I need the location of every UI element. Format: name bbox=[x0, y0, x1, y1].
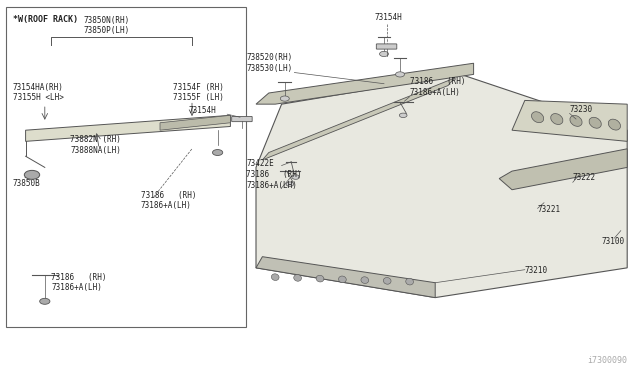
FancyBboxPatch shape bbox=[376, 44, 397, 49]
Text: 73230: 73230 bbox=[570, 105, 593, 113]
Text: *W(ROOF RACK): *W(ROOF RACK) bbox=[13, 15, 78, 24]
Text: 738520(RH)
738530(LH): 738520(RH) 738530(LH) bbox=[246, 53, 292, 73]
Circle shape bbox=[292, 175, 300, 179]
Circle shape bbox=[212, 150, 223, 155]
FancyBboxPatch shape bbox=[232, 116, 252, 122]
Polygon shape bbox=[499, 149, 627, 190]
Ellipse shape bbox=[589, 117, 602, 128]
Text: 73882N (RH)
73888NA(LH): 73882N (RH) 73888NA(LH) bbox=[70, 135, 121, 154]
Polygon shape bbox=[256, 74, 627, 298]
Text: 73186   (RH)
73186+A(LH): 73186 (RH) 73186+A(LH) bbox=[246, 170, 302, 190]
Text: 73186   (RH)
73186+A(LH): 73186 (RH) 73186+A(LH) bbox=[141, 191, 196, 210]
Text: 73154H: 73154H bbox=[189, 106, 216, 115]
Circle shape bbox=[24, 170, 40, 179]
Text: 73186   (RH)
73186+A(LH): 73186 (RH) 73186+A(LH) bbox=[51, 273, 107, 292]
Ellipse shape bbox=[608, 119, 621, 130]
Ellipse shape bbox=[316, 275, 324, 282]
Circle shape bbox=[40, 298, 50, 304]
Ellipse shape bbox=[339, 276, 346, 283]
Ellipse shape bbox=[550, 113, 563, 125]
Polygon shape bbox=[160, 115, 230, 130]
Circle shape bbox=[286, 182, 294, 186]
Text: 73154F (RH)
73155F (LH): 73154F (RH) 73155F (LH) bbox=[173, 83, 223, 102]
Circle shape bbox=[399, 113, 407, 118]
Ellipse shape bbox=[361, 277, 369, 283]
Text: 73221: 73221 bbox=[538, 205, 561, 214]
Text: 73422E: 73422E bbox=[246, 158, 274, 167]
Ellipse shape bbox=[570, 115, 582, 126]
Ellipse shape bbox=[406, 278, 413, 285]
Ellipse shape bbox=[383, 278, 391, 284]
Text: 73850N(RH)
73850P(LH): 73850N(RH) 73850P(LH) bbox=[83, 16, 129, 35]
Circle shape bbox=[280, 96, 289, 101]
Polygon shape bbox=[262, 78, 454, 160]
Text: 73154HA(RH)
73155H <LH>: 73154HA(RH) 73155H <LH> bbox=[13, 83, 63, 102]
Ellipse shape bbox=[531, 112, 544, 123]
Text: 73850B: 73850B bbox=[13, 179, 40, 188]
Text: 73186   (RH)
73186+A(LH): 73186 (RH) 73186+A(LH) bbox=[410, 77, 465, 97]
Text: 73222: 73222 bbox=[573, 173, 596, 182]
Ellipse shape bbox=[294, 275, 301, 281]
Circle shape bbox=[380, 51, 388, 57]
Ellipse shape bbox=[271, 274, 279, 280]
Polygon shape bbox=[512, 100, 627, 141]
Text: 73210: 73210 bbox=[525, 266, 548, 275]
Circle shape bbox=[396, 72, 404, 77]
FancyBboxPatch shape bbox=[6, 7, 246, 327]
Text: 73154H: 73154H bbox=[374, 13, 402, 22]
Text: 73100: 73100 bbox=[602, 237, 625, 246]
Polygon shape bbox=[26, 115, 230, 141]
Polygon shape bbox=[256, 257, 435, 298]
Text: i7300090: i7300090 bbox=[588, 356, 627, 365]
Polygon shape bbox=[256, 63, 474, 104]
